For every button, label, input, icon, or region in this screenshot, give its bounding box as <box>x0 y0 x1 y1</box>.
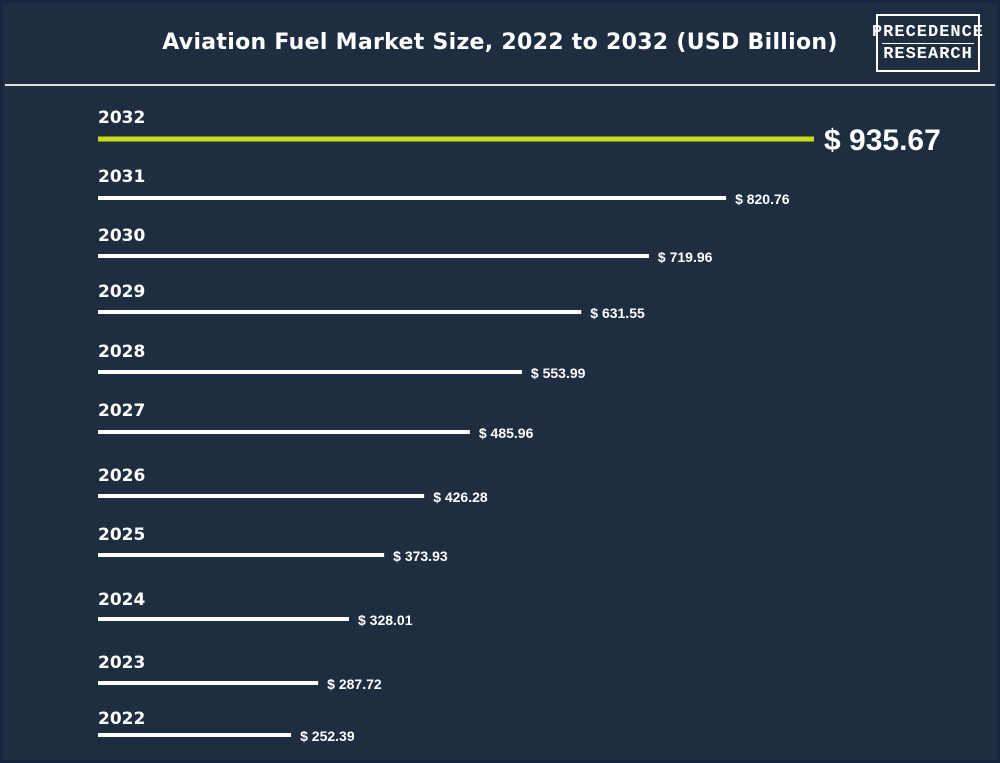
year-label: 2027 <box>98 401 145 421</box>
bar <box>98 196 727 200</box>
value-label: $ 485.96 <box>479 425 534 441</box>
year-label: 2032 <box>98 108 145 128</box>
bar <box>98 430 470 434</box>
year-label: 2030 <box>98 226 145 246</box>
year-label: 2025 <box>98 525 145 545</box>
bar <box>98 617 350 621</box>
bar <box>98 136 814 142</box>
value-label: $ 426.28 <box>433 489 488 505</box>
bar <box>98 370 522 374</box>
year-label: 2022 <box>98 709 145 729</box>
precedence-research-logo: PRECEDENCE RESEARCH <box>872 14 983 72</box>
year-label: 2028 <box>98 342 145 362</box>
value-label: $ 820.76 <box>735 191 790 207</box>
year-label: 2031 <box>98 167 145 187</box>
logo-rule <box>882 42 974 44</box>
logo-line-2: RESEARCH <box>883 44 973 64</box>
value-label: $ 287.72 <box>327 676 382 692</box>
bar <box>98 681 319 685</box>
chart-title: Aviation Fuel Market Size, 2022 to 2032 … <box>162 30 838 55</box>
bar <box>98 494 425 498</box>
bar <box>98 310 582 314</box>
value-label: $ 631.55 <box>590 305 645 321</box>
bar <box>98 254 649 258</box>
bar <box>98 733 292 737</box>
title-divider <box>5 84 995 86</box>
value-label: $ 935.67 <box>824 124 941 157</box>
year-label: 2023 <box>98 653 145 673</box>
value-label: $ 252.39 <box>300 728 355 744</box>
value-label: $ 553.99 <box>531 365 586 381</box>
value-label: $ 719.96 <box>658 249 713 265</box>
value-label: $ 328.01 <box>358 612 413 628</box>
logo-line-1: PRECEDENCE <box>871 22 985 42</box>
year-label: 2029 <box>98 282 145 302</box>
bar <box>98 553 385 557</box>
value-label: $ 373.93 <box>393 548 448 564</box>
year-label: 2026 <box>98 466 145 486</box>
year-label: 2024 <box>98 590 145 610</box>
